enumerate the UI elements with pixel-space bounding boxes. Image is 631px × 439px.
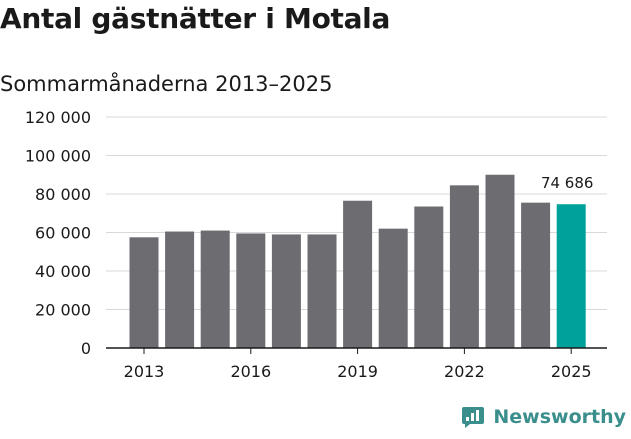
bar-2020 [378, 228, 408, 348]
bar-2022 [449, 185, 479, 348]
bar-2018 [307, 234, 337, 348]
newsworthy-brand: Newsworthy [461, 405, 626, 429]
chart-title: Antal gästnätter i Motala [0, 2, 391, 35]
x-tick-label: 2025 [551, 362, 592, 381]
bar-2017 [271, 234, 301, 348]
y-tick-label: 80 000 [35, 185, 91, 204]
bar-2014 [165, 231, 195, 348]
bar-2013 [129, 237, 159, 348]
bar-2021 [414, 206, 444, 348]
bar-2024 [521, 202, 551, 348]
y-tick-label: 60 000 [35, 224, 91, 243]
brand-name: Newsworthy [493, 406, 626, 428]
bar-2015 [200, 230, 230, 348]
chart-subtitle: Sommarmånaderna 2013–2025 [0, 72, 333, 96]
y-tick-label: 20 000 [35, 301, 91, 320]
y-tick-label: 120 000 [25, 108, 91, 127]
y-tick-label: 40 000 [35, 262, 91, 281]
x-tick-label: 2013 [124, 362, 165, 381]
bar-2016 [236, 233, 266, 348]
x-tick-label: 2019 [337, 362, 378, 381]
newsworthy-logo-icon [462, 407, 485, 428]
y-tick-label: 0 [81, 339, 91, 358]
x-tick-label: 2016 [230, 362, 271, 381]
y-tick-label: 100 000 [25, 147, 91, 166]
bar-2023 [485, 174, 515, 348]
bar-2019 [343, 200, 373, 348]
x-tick-label: 2022 [444, 362, 485, 381]
bar-2025 [556, 204, 586, 348]
data-label: 74 686 [541, 174, 594, 192]
